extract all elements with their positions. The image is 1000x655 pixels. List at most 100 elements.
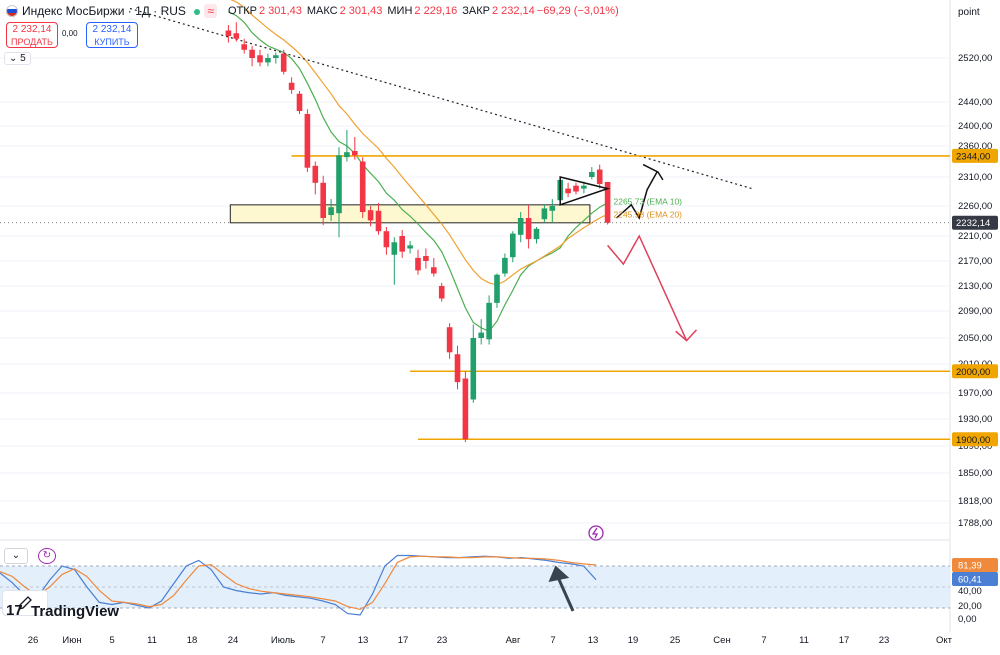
candle-body-17 <box>359 161 366 212</box>
candle-body-40 <box>541 208 548 220</box>
tradingview-mark: 17 <box>6 602 23 619</box>
candle-body-48 <box>604 181 611 223</box>
candle-body-10 <box>304 114 311 168</box>
triangle-pattern <box>559 176 611 206</box>
time-tick-8: 13 <box>358 635 369 646</box>
price-tick-17: 1788,00 <box>958 518 992 529</box>
time-tick-19: 17 <box>839 635 850 646</box>
ema10-label: 2265.73 (EMA 10) <box>614 196 683 206</box>
candle-body-39 <box>533 228 540 240</box>
candle-body-36 <box>510 233 516 258</box>
black-zigzag-up <box>616 171 658 220</box>
candle-body-45 <box>581 185 587 189</box>
candle-body-43 <box>565 188 571 194</box>
candle-body-4 <box>257 55 263 63</box>
level-tag-0: 2344,00 <box>956 151 990 162</box>
level-tag-1: 2000,00 <box>956 367 990 378</box>
low-value: 2 229,16 <box>414 5 458 17</box>
time-tick-5: 24 <box>228 635 239 646</box>
candle-body-21 <box>391 242 398 255</box>
candle-body-2 <box>241 44 247 50</box>
candle-body-7 <box>280 53 287 72</box>
open-value: 2 301,43 <box>259 5 302 17</box>
collapse-pane-button[interactable]: ⌄ <box>4 548 28 564</box>
price-tick-7: 2170,00 <box>958 256 992 267</box>
price-tick-12: 1970,00 <box>958 388 992 399</box>
osc-value-bg-1 <box>952 572 998 586</box>
last-price-tag: 2232,14 <box>956 218 990 229</box>
price-axis[interactable]: 2520,00 2440,00 2400,00 2360,00 2310,00 2260,… <box>952 53 998 625</box>
candle-body-22 <box>399 236 405 252</box>
tradingview-logo: 17 TradingView <box>6 602 119 620</box>
candle-body-11 <box>312 165 319 183</box>
candle-body-13 <box>328 207 334 215</box>
time-tick-9: 17 <box>398 635 409 646</box>
dotted-trendline[interactable] <box>129 7 753 190</box>
candle-body-16 <box>352 150 358 156</box>
price-tick-13: 1930,00 <box>958 414 992 425</box>
tradingview-wordmark: TradingView <box>31 602 120 620</box>
price-tick-10: 2050,00 <box>958 333 992 344</box>
price-tick-9: 2090,00 <box>958 306 992 317</box>
change-value: −69,29 (−3,01%) <box>536 5 619 17</box>
buy-button[interactable]: 2 232,14 КУПИТЬ <box>86 22 138 48</box>
candle-body-38 <box>525 218 532 240</box>
time-tick-13: 13 <box>588 635 599 646</box>
candle-body-18 <box>367 210 374 221</box>
candle-body-28 <box>446 327 453 353</box>
price-tick-16: 1818,00 <box>958 496 992 507</box>
osc-value-0: 81,39 <box>958 561 982 572</box>
time-tick-3: 11 <box>147 635 157 646</box>
candle-body-9 <box>296 93 303 111</box>
level-tag-2-bg <box>952 432 998 447</box>
stochastic-settings-icon[interactable]: ↻ <box>38 548 56 564</box>
price-tick-4: 2310,00 <box>958 172 992 183</box>
time-tick-14: 19 <box>628 635 639 646</box>
event-flash-icon <box>588 525 604 541</box>
high-label: МАКС <box>306 5 338 17</box>
osc-value-bg-0 <box>952 558 998 572</box>
candle-body-20 <box>383 231 390 248</box>
symbol-title[interactable]: Индекс МосБиржи · 1Д · RUS <box>22 4 186 18</box>
candles-layer <box>225 22 611 442</box>
candle-body-1 <box>233 33 240 39</box>
candle-body-35 <box>502 257 508 274</box>
scale-mode-label[interactable]: point <box>958 7 980 18</box>
low-label: МИН <box>387 5 413 17</box>
time-tick-2: 5 <box>109 635 114 646</box>
drawing-tool-button[interactable] <box>2 590 48 616</box>
time-tick-4: 18 <box>187 635 198 646</box>
candle-body-12 <box>320 182 326 218</box>
time-tick-10: 23 <box>437 635 448 646</box>
time-tick-11: Авг <box>506 635 521 646</box>
level-tag-1-bg <box>952 364 998 379</box>
russia-flag-icon <box>6 5 18 17</box>
annotations-layer <box>559 163 698 342</box>
spread-value: 0,00 <box>62 29 78 38</box>
sell-button[interactable]: 2 232,14 ПРОДАТЬ <box>6 22 58 48</box>
candle-body-5 <box>265 58 271 63</box>
sell-label: ПРОДАТЬ <box>11 37 53 47</box>
levels-layer <box>0 155 950 441</box>
ema20-label: 2245.98 (EMA 20) <box>614 209 683 219</box>
candle-body-0 <box>225 30 232 36</box>
level-tag-2: 1900,00 <box>956 435 990 446</box>
osc-value-1: 60,41 <box>958 575 982 586</box>
candle-body-3 <box>249 49 255 58</box>
candle-body-46 <box>589 172 595 177</box>
close-value: 2 232,14 <box>491 5 535 17</box>
time-axis[interactable]: 26 Июн 5 11 18 24 Июль 7 13 17 23 Авг 7 13 19 25 Сен 7 11 1… <box>28 635 953 646</box>
time-tick-1: Июн <box>62 635 81 646</box>
price-tick-8: 2130,00 <box>958 281 992 292</box>
time-tick-20: 23 <box>879 635 890 646</box>
osc-tick-0: 40,00 <box>958 586 982 597</box>
support-zone-box[interactable] <box>229 204 591 224</box>
collapse-toggle[interactable]: ⌄ 5 <box>4 52 31 65</box>
price-tick-5: 2260,00 <box>958 201 992 212</box>
candle-body-19 <box>375 210 382 232</box>
candle-body-47 <box>596 169 603 184</box>
candle-body-31 <box>470 338 477 400</box>
wave-icon[interactable]: ≈ <box>204 4 217 18</box>
candle-body-29 <box>454 354 461 383</box>
